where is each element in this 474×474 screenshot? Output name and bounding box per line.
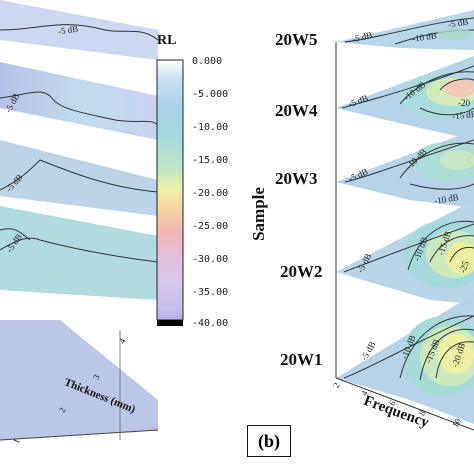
colorbar-tick-0: 0.000 xyxy=(192,56,223,67)
colorbar-tick-7: -35.00 xyxy=(192,287,229,298)
left-contour-4 xyxy=(0,237,159,263)
colorbar-tick-5: -25.00 xyxy=(192,221,229,232)
sample-label-20W2: 20W2 xyxy=(280,262,323,281)
colorbar-tick-6: -30.00 xyxy=(192,254,229,265)
colorbar-tick-1: -5.000 xyxy=(192,89,229,100)
colorbar-min-swatch xyxy=(157,320,183,326)
colorbar-gradient xyxy=(156,59,184,321)
layer-20W2 xyxy=(336,200,474,304)
left-contour-5 xyxy=(0,228,31,241)
left-contour-2 xyxy=(0,91,159,126)
colorbar-title: RL xyxy=(157,33,177,48)
left-contour-1 xyxy=(0,24,159,41)
left-layer-4 xyxy=(0,206,158,300)
layer-20W3 xyxy=(336,130,474,208)
panel-label-b: (b) xyxy=(247,425,291,457)
sample-axis-title: Sample xyxy=(248,187,268,241)
left-axis-line xyxy=(0,429,159,441)
layer-20W1 xyxy=(336,294,474,424)
colorbar xyxy=(156,59,184,326)
w4-contour-label-4: -20 xyxy=(458,98,470,108)
left-layer-3 xyxy=(0,140,158,216)
colorbar-tick-8: -40.00 xyxy=(192,318,229,329)
layer-20W4 xyxy=(336,56,474,140)
layer-20W5 xyxy=(336,10,474,50)
left-layer-1 xyxy=(0,0,158,60)
sample-label-20W3: 20W3 xyxy=(275,169,318,188)
sample-label-20W4: 20W4 xyxy=(275,101,318,120)
colorbar-tick-3: -15.00 xyxy=(192,155,229,166)
frequency-axis-line xyxy=(335,377,474,431)
left-contour-3 xyxy=(0,159,159,193)
colorbar-tick-4: -20.00 xyxy=(192,188,229,199)
left-layer-5 xyxy=(0,320,158,440)
sample-label-20W5: 20W5 xyxy=(275,30,318,49)
sample-label-20W1: 20W1 xyxy=(280,350,323,369)
colorbar-tick-2: -10.00 xyxy=(192,122,229,133)
